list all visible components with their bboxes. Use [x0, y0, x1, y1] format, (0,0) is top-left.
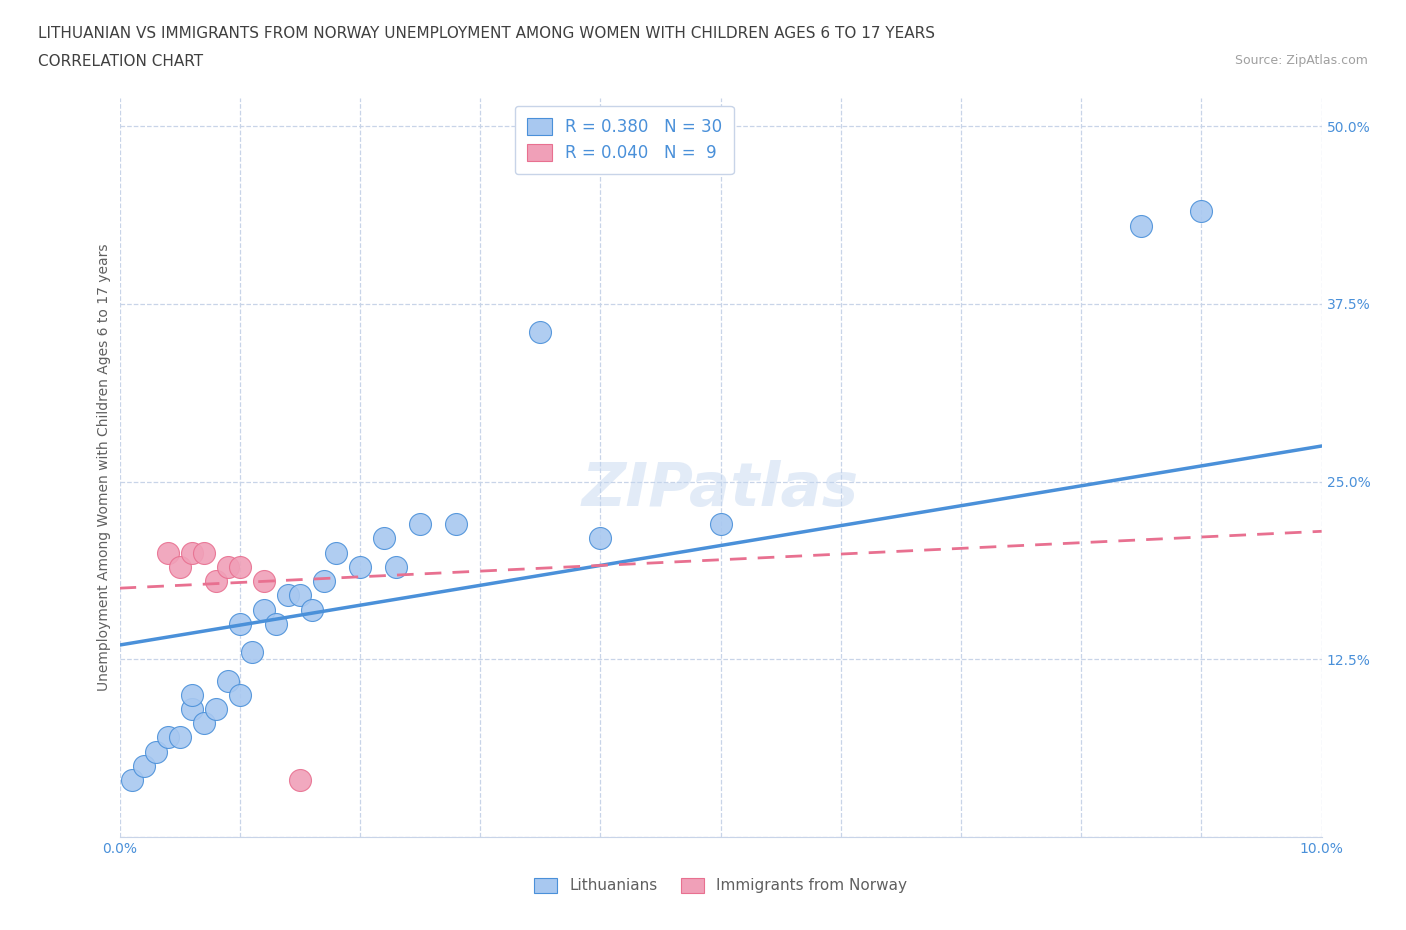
Point — [180, 687, 202, 702]
Point — [385, 560, 408, 575]
Point — [132, 759, 155, 774]
Point — [529, 325, 551, 339]
Point — [1189, 204, 1212, 219]
Text: Source: ZipAtlas.com: Source: ZipAtlas.com — [1234, 54, 1368, 67]
Point — [253, 574, 276, 589]
Point — [349, 560, 371, 575]
Point — [589, 531, 612, 546]
Point — [1130, 219, 1153, 233]
Point — [373, 531, 395, 546]
Point — [156, 730, 179, 745]
Point — [217, 560, 239, 575]
Y-axis label: Unemployment Among Women with Children Ages 6 to 17 years: Unemployment Among Women with Children A… — [97, 244, 111, 691]
Point — [277, 588, 299, 603]
Text: ZIPatlas: ZIPatlas — [582, 460, 859, 519]
Legend: Lithuanians, Immigrants from Norway: Lithuanians, Immigrants from Norway — [529, 871, 912, 899]
Point — [180, 545, 202, 560]
Point — [325, 545, 347, 560]
Point — [288, 773, 311, 788]
Text: LITHUANIAN VS IMMIGRANTS FROM NORWAY UNEMPLOYMENT AMONG WOMEN WITH CHILDREN AGES: LITHUANIAN VS IMMIGRANTS FROM NORWAY UNE… — [38, 26, 935, 41]
Point — [193, 545, 215, 560]
Point — [240, 644, 263, 659]
Point — [444, 517, 467, 532]
Point — [288, 588, 311, 603]
Point — [169, 560, 191, 575]
Point — [312, 574, 335, 589]
Point — [228, 687, 252, 702]
Point — [301, 602, 323, 617]
Text: CORRELATION CHART: CORRELATION CHART — [38, 54, 202, 69]
Point — [228, 617, 252, 631]
Point — [409, 517, 432, 532]
Point — [204, 701, 226, 716]
Point — [264, 617, 287, 631]
Point — [217, 673, 239, 688]
Point — [180, 701, 202, 716]
Point — [228, 560, 252, 575]
Point — [156, 545, 179, 560]
Point — [169, 730, 191, 745]
Point — [204, 574, 226, 589]
Point — [193, 716, 215, 731]
Point — [253, 602, 276, 617]
Point — [145, 744, 167, 759]
Point — [121, 773, 143, 788]
Point — [709, 517, 731, 532]
